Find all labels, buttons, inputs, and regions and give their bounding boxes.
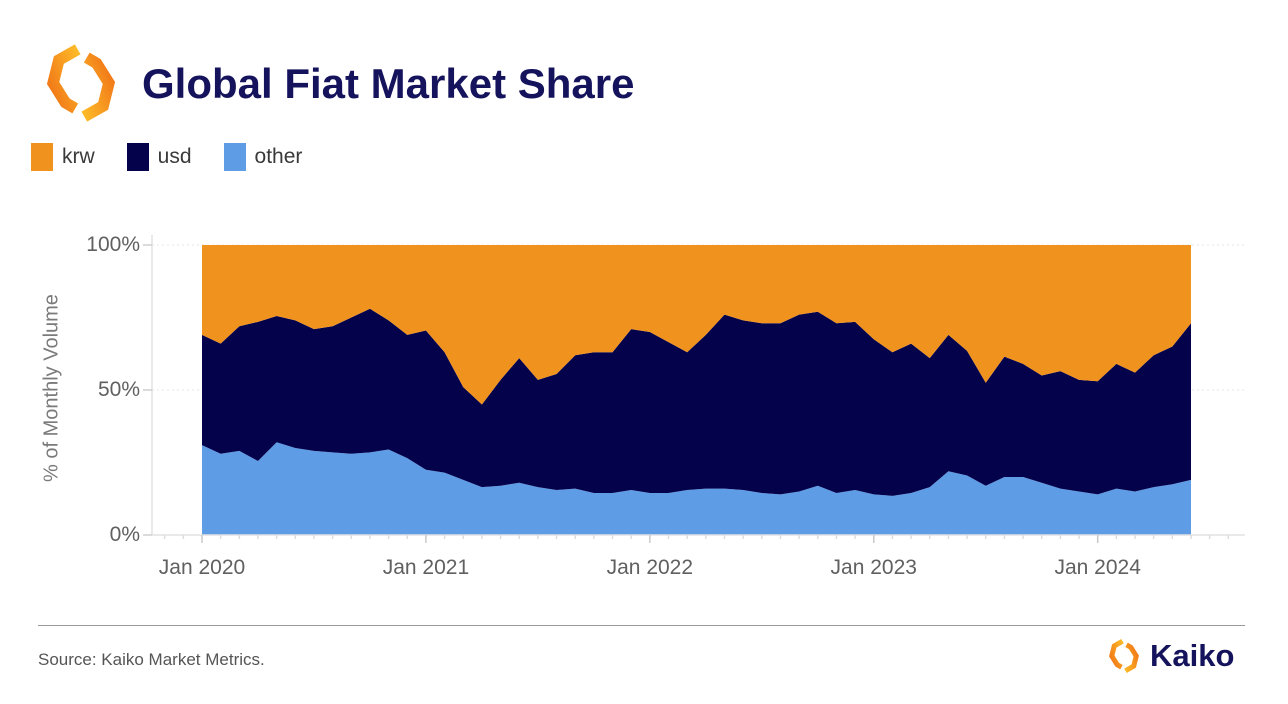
footer-brand-name: Kaiko xyxy=(1150,638,1235,673)
legend-label-krw: krw xyxy=(62,145,95,168)
legend-label-other: other xyxy=(254,145,303,168)
kaiko-logo-icon xyxy=(46,44,116,122)
legend-item-usd: usd xyxy=(126,143,192,171)
x-tick-2023: Jan 2023 xyxy=(830,556,917,579)
source-note: Source: Kaiko Market Metrics. xyxy=(38,650,265,669)
x-tick-2024: Jan 2024 xyxy=(1054,556,1141,579)
x-tick-2022: Jan 2022 xyxy=(606,556,694,579)
legend-swatch-krw xyxy=(31,143,53,171)
x-tick-2021: Jan 2021 xyxy=(382,556,470,579)
y-tick-0: 0% xyxy=(109,523,140,546)
x-tick-2020: Jan 2020 xyxy=(158,556,246,579)
page-title: Global Fiat Market Share xyxy=(142,60,635,107)
y-tick-100: 100% xyxy=(86,233,140,256)
footer-brand: Kaiko xyxy=(1106,638,1234,674)
chart-legend: krw usd other xyxy=(31,143,334,171)
footer-divider xyxy=(38,625,1245,626)
kaiko-footer-icon xyxy=(1109,639,1139,673)
legend-item-other: other xyxy=(223,143,303,171)
legend-swatch-usd xyxy=(126,143,149,171)
legend-swatch-other xyxy=(223,143,246,171)
legend-item-krw: krw xyxy=(31,143,95,171)
legend-label-usd: usd xyxy=(157,145,192,168)
y-tick-50: 50% xyxy=(97,378,140,401)
